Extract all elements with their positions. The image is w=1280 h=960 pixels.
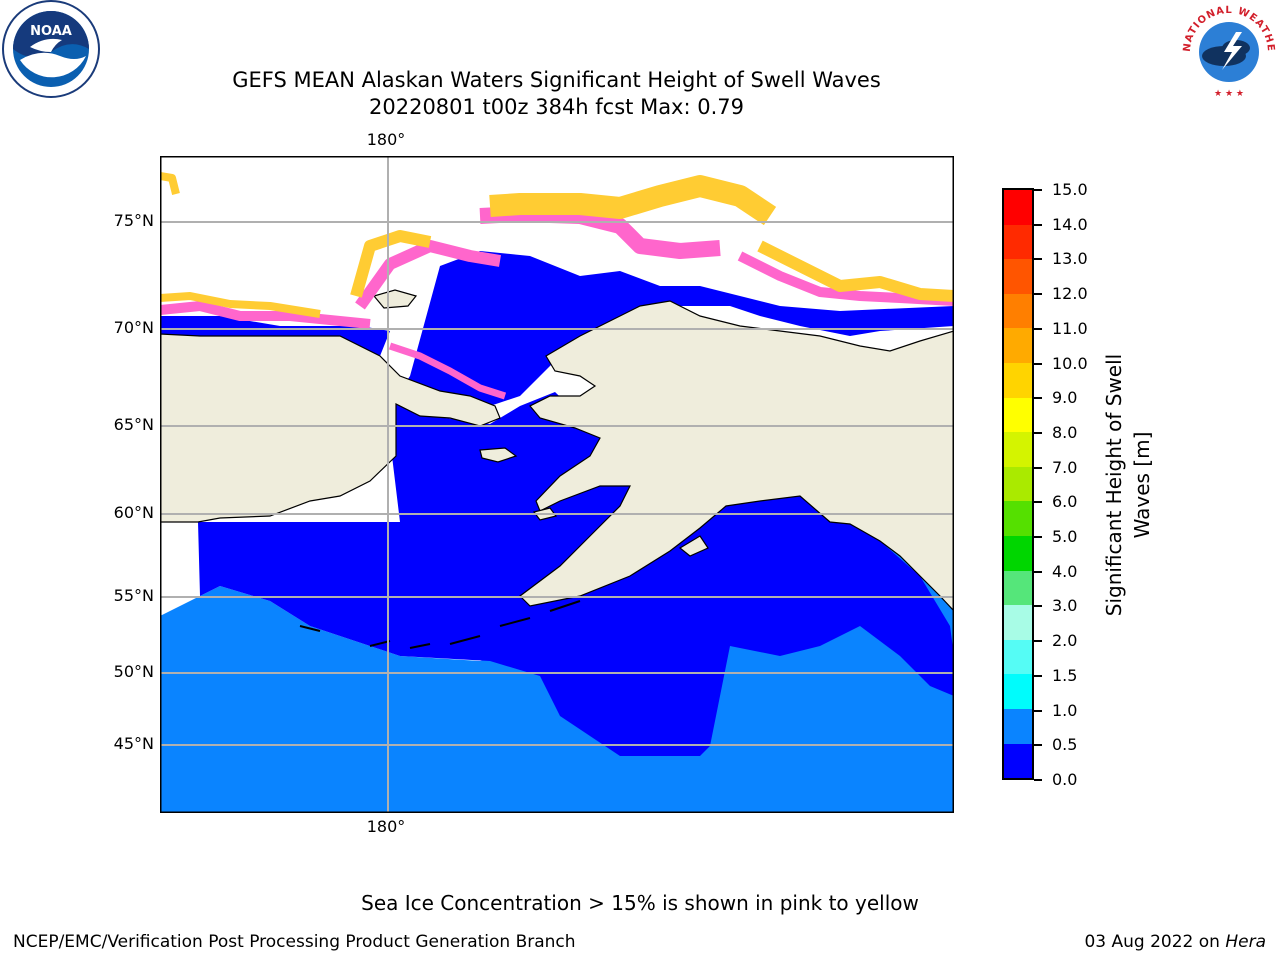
colorbar-tick-label: 6.0 xyxy=(1052,492,1078,512)
nws-logo: NATIONAL WEATHER SERVICE ★ ★ ★ xyxy=(1174,0,1280,100)
colorbar-segment xyxy=(1004,328,1032,363)
colorbar-tick-mark xyxy=(1034,605,1042,608)
colorbar-segment xyxy=(1004,259,1032,294)
colorbar-segment xyxy=(1004,466,1032,502)
colorbar-segment xyxy=(1004,605,1032,640)
sea-ice-region xyxy=(159,172,955,400)
lat-label-65: 65°N xyxy=(113,415,154,434)
colorbar-segment xyxy=(1004,570,1032,606)
colorbar-tick-mark xyxy=(1034,258,1042,261)
chukchi-arctic-ocean-region xyxy=(390,251,954,406)
lon-label-bottom: 180° xyxy=(366,817,406,836)
colorbar-segment xyxy=(1004,190,1032,225)
colorbar-tick-label: 0.0 xyxy=(1052,770,1078,789)
lat-label-50: 50°N xyxy=(113,662,154,681)
alaska-land xyxy=(519,300,955,613)
colorbar-segment xyxy=(1004,362,1032,398)
colorbar-tick-mark xyxy=(1034,779,1042,781)
colorbar-tick-label: 5.0 xyxy=(1052,527,1078,547)
colorbar-tick-label: 8.0 xyxy=(1052,422,1078,442)
colorbar-tick-mark xyxy=(1034,189,1042,191)
colorbar-tick-mark xyxy=(1034,640,1042,643)
colorbar-tick-label: 9.0 xyxy=(1052,388,1078,408)
colorbar-title: Significant Height of Swell Waves [m] xyxy=(1100,285,1156,685)
colorbar-segment xyxy=(1004,397,1032,433)
map-canvas xyxy=(159,155,955,814)
colorbar-tick-mark xyxy=(1034,397,1042,400)
colorbar-tick-mark xyxy=(1034,709,1042,712)
colorbar-title-line1: Significant Height of Swell xyxy=(1102,353,1126,617)
graticule xyxy=(160,156,954,813)
credit-date: 03 Aug 2022 on xyxy=(1084,932,1226,952)
colorbar-tick-label: 11.0 xyxy=(1052,318,1088,338)
credit-right: 03 Aug 2022 on Hera xyxy=(1084,932,1266,952)
lat-label-70: 70°N xyxy=(113,318,154,337)
colorbar-tick-label: 10.0 xyxy=(1052,353,1088,373)
svg-text:★ ★ ★: ★ ★ ★ xyxy=(1214,89,1244,99)
alaska-waters-map xyxy=(159,155,955,814)
colorbar-segment xyxy=(1004,501,1032,536)
st-lawrence-island xyxy=(479,447,518,463)
colorbar-tick-mark xyxy=(1034,570,1042,573)
colorbar-tick-label: 1.0 xyxy=(1052,700,1078,720)
colorbar-title-line2: Waves [m] xyxy=(1130,431,1154,539)
lat-label-60: 60°N xyxy=(113,503,154,522)
colorbar-tick-label: 14.0 xyxy=(1052,214,1088,234)
colorbar-segment xyxy=(1004,743,1032,779)
colorbar-segment xyxy=(1004,674,1032,709)
colorbar-tick-label: 1.5 xyxy=(1052,665,1078,685)
plot-title-line2: 20220801 t00z 384h fcst Max: 0.79 xyxy=(369,95,744,119)
colorbar-tick-label: 12.0 xyxy=(1052,284,1088,304)
lat-label-55: 55°N xyxy=(113,586,154,605)
colorbar-tick-label: 3.0 xyxy=(1052,596,1078,616)
sea-ice-note: Sea Ice Concentration > 15% is shown in … xyxy=(361,891,919,915)
colorbar-tick-label: 7.0 xyxy=(1052,457,1078,477)
colorbar-segment xyxy=(1004,535,1032,571)
colorbar-tick-mark xyxy=(1034,674,1042,677)
colorbar-tick-mark xyxy=(1034,536,1042,539)
colorbar-tick-mark xyxy=(1034,431,1042,434)
noaa-logo: NOAA xyxy=(0,0,104,100)
colorbar-tick-label: 15.0 xyxy=(1052,180,1088,199)
colorbar-segment xyxy=(1004,432,1032,467)
credit-left: NCEP/EMC/Verification Post Processing Pr… xyxy=(13,932,576,952)
colorbar-tick-mark xyxy=(1034,466,1042,469)
colorbar-segment xyxy=(1004,708,1032,744)
lat-label-45: 45°N xyxy=(113,734,154,753)
lon-label-top: 180° xyxy=(366,130,406,149)
colorbar-tick-label: 13.0 xyxy=(1052,249,1088,269)
lat-label-75: 75°N xyxy=(113,211,154,230)
colorbar xyxy=(1002,188,1034,780)
noaa-logo-text: NOAA xyxy=(30,24,72,39)
colorbar-tick-label: 2.0 xyxy=(1052,631,1078,651)
plot-title-line1: GEFS MEAN Alaskan Waters Significant Hei… xyxy=(232,68,881,92)
colorbar-tick-mark xyxy=(1034,223,1042,226)
colorbar-tick-mark xyxy=(1034,501,1042,504)
kodiak-island xyxy=(678,535,709,557)
colorbar-tick-mark xyxy=(1034,744,1042,747)
colorbar-tick-label: 0.5 xyxy=(1052,735,1078,755)
colorbar-tick-label: 4.0 xyxy=(1052,561,1078,581)
colorbar-segment xyxy=(1004,224,1032,260)
colorbar-segment xyxy=(1004,639,1032,675)
colorbar-tick-mark xyxy=(1034,327,1042,330)
wrangel-island xyxy=(372,289,418,309)
colorbar-tick-mark xyxy=(1034,362,1042,365)
credit-host: Hera xyxy=(1225,932,1266,952)
aleutian-islands xyxy=(299,600,581,649)
siberia-land xyxy=(159,333,501,523)
colorbar-segment xyxy=(1004,293,1032,329)
colorbar-tick-mark xyxy=(1034,293,1042,296)
